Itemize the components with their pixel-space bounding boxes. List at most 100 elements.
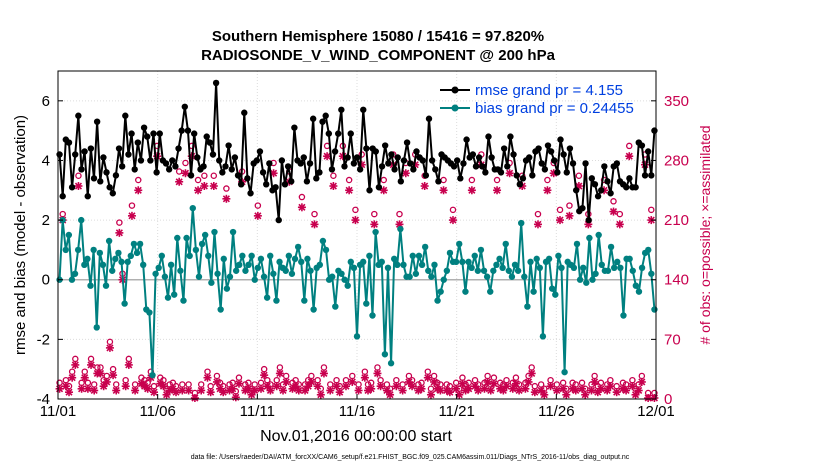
rmse-point	[288, 178, 295, 185]
bias-point	[74, 246, 82, 254]
bias-point	[576, 276, 584, 283]
rmse-point	[128, 130, 135, 137]
rmse-point	[231, 154, 239, 161]
assimilated-obs-marker	[181, 169, 190, 178]
bias-point	[254, 264, 262, 271]
possible-obs-marker	[352, 206, 359, 214]
rmse-point	[360, 106, 367, 113]
assimilated-obs-marker	[323, 152, 332, 161]
assimilated-obs-marker	[275, 369, 284, 378]
assimilated-obs-marker	[272, 382, 281, 391]
bias-point	[530, 288, 537, 295]
bias-point	[161, 273, 169, 280]
rmse-point	[463, 136, 470, 143]
rmse-point	[419, 157, 426, 164]
rmse-point	[291, 124, 298, 131]
assimilated-obs-marker	[578, 384, 587, 393]
assimilated-obs-marker	[493, 186, 502, 195]
bias-point	[81, 261, 88, 269]
data-file-footer: data file: /Users/raeder/DAI/ATM_forcXX/…	[191, 454, 630, 461]
rmse-point	[591, 181, 599, 188]
rmse-point	[410, 166, 417, 173]
possible-obs-marker	[468, 176, 476, 184]
rmse-point	[316, 169, 323, 176]
assimilated-obs-marker	[502, 382, 511, 391]
assimilated-obs-marker	[83, 384, 92, 393]
bias-point	[115, 249, 122, 257]
bias-point	[359, 258, 367, 266]
assimilated-obs-marker	[131, 386, 140, 395]
rmse-point	[366, 187, 373, 194]
assimilated-obs-marker	[511, 379, 520, 388]
bias-point	[226, 273, 234, 280]
assimilated-obs-marker	[159, 382, 168, 391]
assimilated-obs-marker	[351, 216, 360, 225]
assimilated-obs-marker	[533, 220, 542, 229]
bias-point	[558, 264, 565, 271]
assimilated-obs-marker	[172, 388, 181, 397]
bias-point	[555, 252, 562, 260]
rmse-point	[140, 124, 148, 131]
assimilated-obs-marker	[326, 386, 335, 395]
rmse-point	[247, 190, 254, 197]
bias-point	[645, 246, 652, 254]
assimilated-obs-marker	[445, 388, 454, 397]
assimilated-obs-marker	[332, 382, 341, 391]
rmse-point	[137, 157, 145, 164]
y-tick-label: 4	[42, 152, 50, 169]
rmse-point	[353, 154, 361, 161]
possible-obs-marker	[223, 185, 230, 192]
rmse-point	[554, 169, 561, 176]
bias-point	[508, 273, 516, 280]
rmse-point	[275, 216, 282, 224]
bias-point	[614, 258, 621, 266]
assimilated-obs-marker	[316, 390, 325, 399]
bias-point	[121, 300, 128, 307]
assimilated-obs-marker	[590, 377, 599, 386]
assimilated-obs-marker	[266, 386, 275, 395]
bias-point	[462, 288, 469, 295]
assimilated-obs-marker	[464, 384, 473, 393]
assimilated-obs-marker	[650, 394, 659, 402]
bias-point	[84, 255, 91, 263]
bias-point	[236, 261, 243, 269]
assimilated-obs-marker	[367, 384, 376, 393]
possible-obs-marker	[210, 172, 218, 180]
assimilated-obs-marker	[194, 186, 203, 195]
assimilated-obs-marker	[260, 371, 269, 380]
rmse-point	[403, 139, 411, 146]
rmse-point	[375, 184, 383, 191]
bias-point	[112, 255, 119, 263]
bias-point	[307, 267, 314, 274]
bias-point	[483, 273, 491, 280]
rmse-point	[150, 130, 157, 137]
assimilated-obs-marker	[571, 386, 580, 395]
rmse-point	[582, 160, 589, 167]
assimilated-obs-marker	[379, 186, 388, 195]
bias-point	[248, 252, 255, 260]
rmse-point	[228, 166, 235, 173]
bias-point	[87, 282, 94, 289]
bias-point	[68, 276, 76, 283]
bias-point	[648, 270, 655, 277]
assimilated-obs-marker	[467, 186, 476, 195]
rmse-point	[547, 148, 555, 155]
rmse-point	[560, 151, 567, 158]
rmse-point	[219, 169, 226, 176]
assimilated-obs-marker	[489, 379, 498, 388]
rmse-point	[475, 154, 483, 161]
assimilated-obs-marker	[370, 220, 379, 229]
assimilated-obs-marker	[634, 386, 643, 395]
x-tick-label: 11/16	[339, 403, 375, 420]
assimilated-obs-marker	[515, 386, 524, 395]
rmse-point	[598, 187, 605, 194]
rmse-point	[272, 184, 279, 191]
bias-point	[301, 297, 308, 304]
rmse-point	[507, 133, 514, 140]
assimilated-obs-marker	[77, 384, 86, 393]
bias-point	[167, 261, 175, 269]
legend-rmse-marker	[451, 86, 459, 94]
assimilated-obs-marker	[87, 360, 96, 369]
bias-point	[598, 261, 605, 269]
assimilated-obs-marker	[222, 194, 231, 203]
